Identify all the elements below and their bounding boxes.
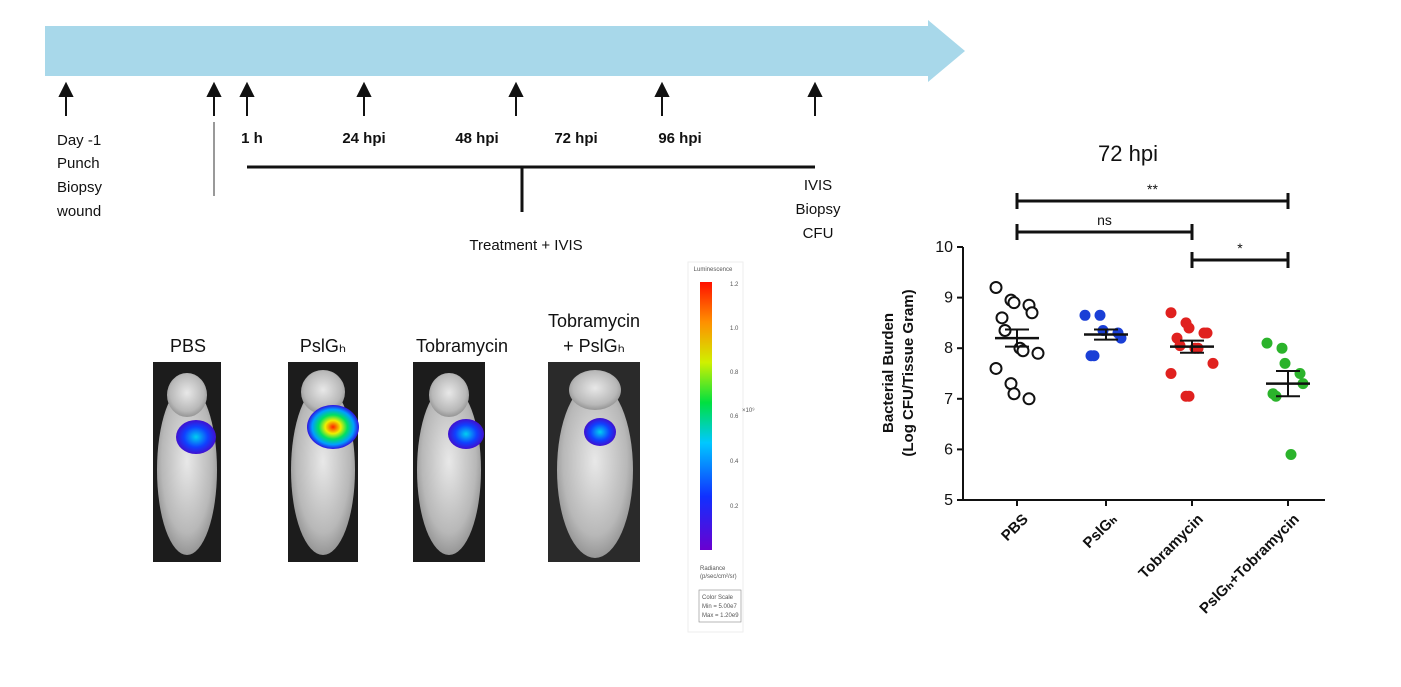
data-point (1285, 448, 1297, 460)
x-tick-label: PslGₕ+Tobramycin (1196, 511, 1303, 618)
timeline-label: Punch (57, 155, 100, 172)
data-point (1294, 368, 1306, 379)
timeline-label: 72 hpi (554, 130, 597, 147)
data-point (995, 311, 1009, 325)
y-tick-label: 10 (935, 239, 953, 256)
image-label: + PslGₕ (563, 336, 625, 356)
colorbar-panel (687, 261, 744, 633)
significance-label: * (1237, 240, 1243, 256)
mouse-image (153, 362, 221, 562)
colorbar (700, 282, 712, 550)
data-point (1276, 342, 1288, 354)
data-point (998, 323, 1012, 337)
y-tick-label: 6 (944, 441, 953, 458)
data-point (1207, 357, 1219, 369)
x-tick-label: PBS (998, 511, 1032, 545)
image-label: PBS (170, 336, 206, 356)
colorbar-tick: 0.6 (730, 414, 739, 420)
data-point (1094, 309, 1106, 321)
significance-label: ns (1097, 212, 1112, 228)
timeline-label: 1 h (241, 130, 263, 147)
data-point (1007, 296, 1021, 310)
data-point (1165, 368, 1177, 379)
end-label: CFU (803, 225, 834, 242)
colorbar-tick: 0.8 (730, 370, 739, 376)
significance-label: ** (1147, 181, 1158, 197)
data-point (1007, 387, 1021, 401)
colorbar-tick: 1.2 (730, 282, 739, 288)
colorbar-title: Luminescence (694, 267, 733, 273)
data-point (1201, 327, 1213, 339)
treatment-label: Treatment + IVIS (469, 237, 582, 254)
colorbar-radiance: (p/sec/cm²/sr) (700, 574, 737, 580)
x-tick-label: PslGₕ (1080, 511, 1121, 552)
image-label: Tobramycin (416, 336, 508, 356)
dot-plot: 5 6 7 8 9 10 PBS PslGₕ TobramycinPslGₕ+Tobramyci… (935, 181, 1325, 617)
data-point (1079, 309, 1091, 321)
data-point (1165, 307, 1177, 319)
timeline-label: 24 hpi (342, 130, 385, 147)
colorbar-tick: 0.4 (730, 459, 739, 465)
colorbar-tick: 0.2 (730, 504, 739, 510)
data-point (1279, 357, 1291, 369)
y-axis-label: Bacterial Burden (880, 313, 897, 433)
y-tick-label: 8 (944, 340, 953, 357)
data-point (1016, 344, 1030, 358)
mouse-image (288, 362, 359, 562)
timeline-label: Biopsy (57, 179, 103, 196)
timeline-label: Day -1 (57, 132, 101, 149)
data-point (989, 361, 1003, 375)
y-axis-label: (Log CFU/Tissue Gram) (900, 289, 917, 456)
up-arrows (58, 81, 823, 116)
colorbar-unit: ×10⁹ (742, 407, 755, 414)
colorbar-scale-box (698, 589, 742, 623)
colorbar-tick: 1.0 (730, 326, 739, 332)
data-point (1025, 306, 1039, 320)
data-point (1261, 337, 1273, 349)
data-point (1022, 392, 1036, 406)
colorbar-scale: Min = 5.00e7 (702, 604, 738, 610)
end-label: Biopsy (795, 201, 841, 218)
y-tick-label: 7 (944, 391, 953, 408)
mouse-image (548, 362, 640, 562)
data-point (1088, 350, 1100, 362)
image-label: PslGₕ (300, 336, 346, 356)
timeline-label: 96 hpi (658, 130, 701, 147)
colorbar-scale: Max = 1.20e9 (702, 613, 739, 619)
y-tick-label: 9 (944, 290, 953, 307)
y-tick-label: 5 (944, 492, 953, 509)
timeline-label: 48 hpi (455, 130, 498, 147)
x-tick-label: Tobramycin (1135, 511, 1206, 582)
colorbar-radiance: Radiance (700, 566, 726, 572)
timeline-label: wound (56, 203, 101, 220)
data-point (1183, 390, 1195, 402)
mouse-image (413, 362, 485, 562)
data-point (989, 280, 1003, 294)
timeline-arrow (45, 20, 965, 82)
chart-title: 72 hpi (1098, 141, 1158, 166)
end-label: IVIS (804, 177, 832, 194)
image-label: Tobramycin (548, 311, 640, 331)
colorbar-scale: Color Scale (702, 595, 734, 601)
data-point (1031, 346, 1045, 360)
data-point (1183, 322, 1195, 334)
